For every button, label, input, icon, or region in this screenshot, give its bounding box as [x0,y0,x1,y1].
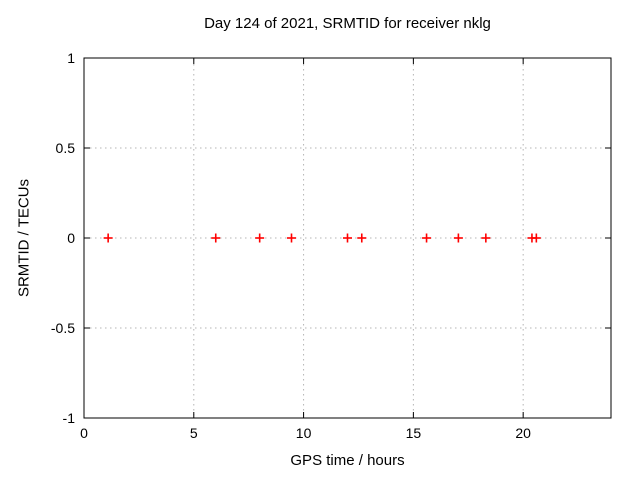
y-tick-label: -1 [63,410,76,426]
chart-title: Day 124 of 2021, SRMTID for receiver nkl… [204,15,491,32]
y-tick-label: -0.5 [51,320,75,336]
x-tick-label: 20 [515,425,531,441]
y-tick-label: 0 [67,230,75,246]
x-axis-label: GPS time / hours [290,452,405,469]
y-tick-label: 0.5 [56,140,76,156]
x-tick-label: 10 [296,425,312,441]
y-tick-label: 1 [67,50,75,66]
x-tick-label: 5 [190,425,198,441]
x-tick-label: 15 [406,425,422,441]
y-axis-label: SRMTID / TECUs [15,178,33,298]
x-tick-label: 0 [80,425,88,441]
